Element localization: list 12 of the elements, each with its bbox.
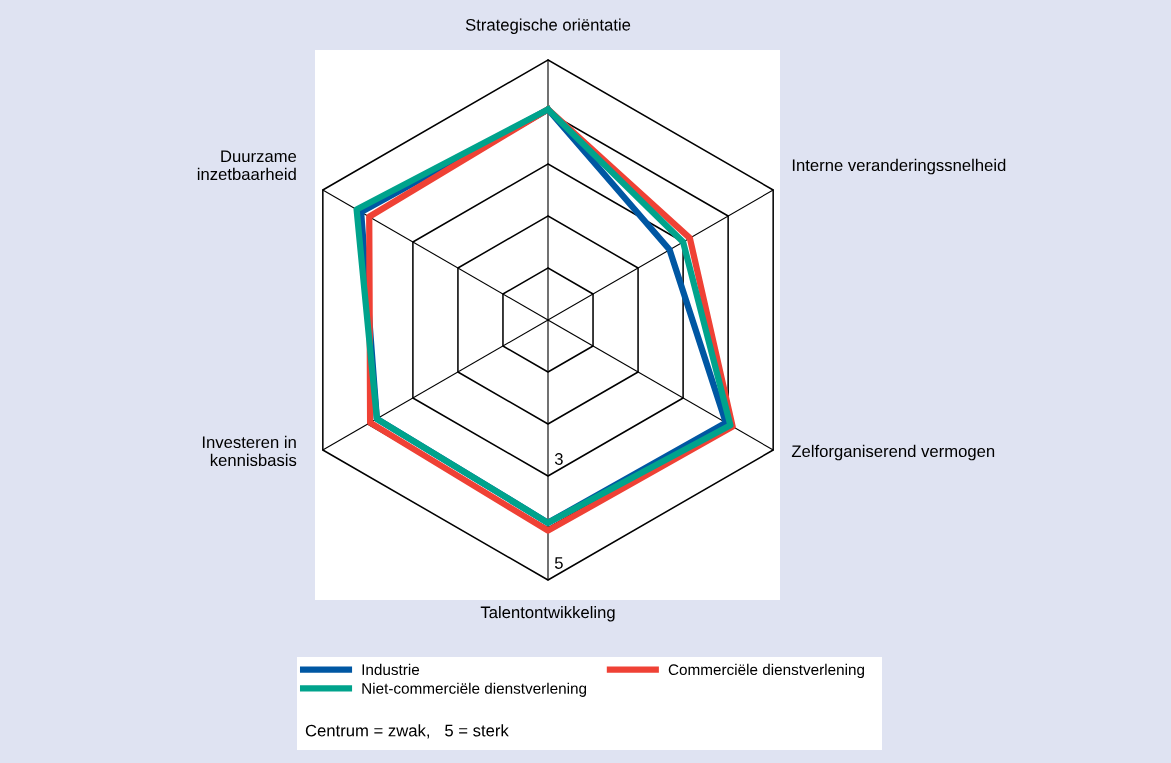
spoke-label: Interne veranderingssnelheid — [792, 158, 1006, 175]
spoke-label: Zelforganiserend vermogen — [791, 444, 995, 461]
legend-label: Niet-commerciële dienstverlening — [362, 682, 587, 697]
legend-label: Commerciële dienstverlening — [668, 663, 864, 679]
legend-label: Industrie — [362, 663, 420, 676]
spoke-label: Duurzame inzetbaarheid — [197, 150, 297, 181]
text: Centrum = zwak, 5 = sterk — [305, 724, 509, 739]
spoke-label: Talentontwikkeling — [480, 606, 615, 622]
spoke-label: Strategische oriëntatie — [465, 18, 631, 34]
y-tick-label: 5 — [554, 557, 563, 569]
y-tick-label: 3 — [554, 453, 563, 465]
spoke-label: Investeren in kennisbasis — [202, 435, 297, 467]
